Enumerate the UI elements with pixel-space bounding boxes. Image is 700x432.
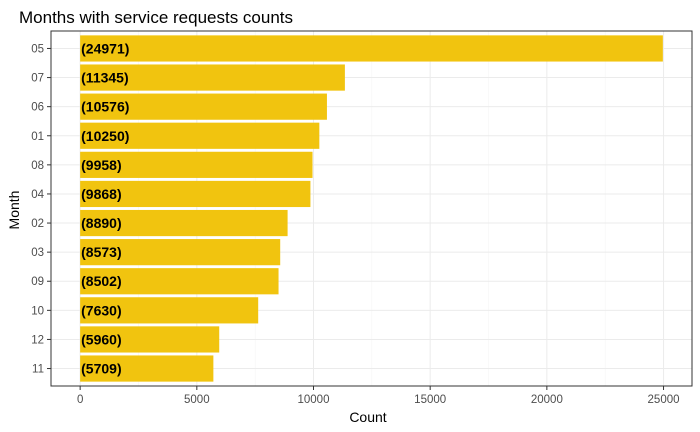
data-label-month-05: (24971) <box>81 40 129 56</box>
x-axis-title: Count <box>349 409 386 425</box>
data-label-month-09: (8502) <box>81 273 121 289</box>
y-tick-label-12: 12 <box>31 334 44 346</box>
chart-title: Months with service requests counts <box>19 8 293 27</box>
y-tick-label-03: 03 <box>31 247 44 259</box>
bar-month-04 <box>80 180 311 208</box>
bar-month-03 <box>80 239 281 266</box>
y-tick-label-06: 06 <box>31 102 44 114</box>
y-tick-label-09: 09 <box>31 276 44 288</box>
data-label-month-06: (10576) <box>81 99 129 115</box>
data-label-month-12: (5960) <box>81 331 121 347</box>
panel-border <box>50 30 693 387</box>
data-label-month-11: (5709) <box>81 361 121 377</box>
data-label-month-03: (8573) <box>81 244 121 260</box>
bar-month-05 <box>80 35 663 62</box>
data-label-month-10: (7630) <box>81 302 121 318</box>
y-axis-title: Month <box>6 191 22 230</box>
data-label-month-04: (9868) <box>81 186 121 202</box>
axis-layer: 05 07 06 01 08 04 02 03 09 10 12 11 0 5000 10000 15000 2… <box>31 43 679 406</box>
data-label-layer: (24971) (11345) (10576) (10250) (9958) (9868)… <box>81 40 129 376</box>
bar-layer <box>80 35 663 382</box>
bar-month-06 <box>80 93 327 120</box>
x-tick-label: 15000 <box>414 394 446 406</box>
x-tick-label: 10000 <box>298 394 330 406</box>
y-tick-label-05: 05 <box>31 43 44 55</box>
data-label-month-02: (8890) <box>81 215 121 231</box>
bar-month-09 <box>80 268 279 295</box>
y-tick-label-10: 10 <box>31 305 44 317</box>
bar-month-08 <box>80 151 313 178</box>
data-label-month-01: (10250) <box>81 128 129 144</box>
y-tick-label-02: 02 <box>31 218 44 230</box>
data-label-month-07: (11345) <box>81 70 128 86</box>
x-tick-label: 25000 <box>648 394 680 406</box>
bar-month-02 <box>80 209 288 237</box>
y-tick-label-04: 04 <box>31 189 44 201</box>
y-tick-label-07: 07 <box>31 73 44 85</box>
data-label-month-08: (9958) <box>81 157 121 173</box>
bar-month-07 <box>80 64 345 91</box>
x-tick-label: 20000 <box>531 394 563 406</box>
x-tick-label: 0 <box>77 394 83 406</box>
bar-month-10 <box>80 297 259 324</box>
bar-month-12 <box>80 326 220 353</box>
y-tick-label-08: 08 <box>31 160 44 172</box>
y-tick-label-01: 01 <box>31 131 44 143</box>
bar-month-11 <box>80 355 214 382</box>
bar-month-01 <box>80 122 320 149</box>
x-tick-label: 5000 <box>184 394 210 406</box>
y-tick-label-11: 11 <box>32 364 44 376</box>
